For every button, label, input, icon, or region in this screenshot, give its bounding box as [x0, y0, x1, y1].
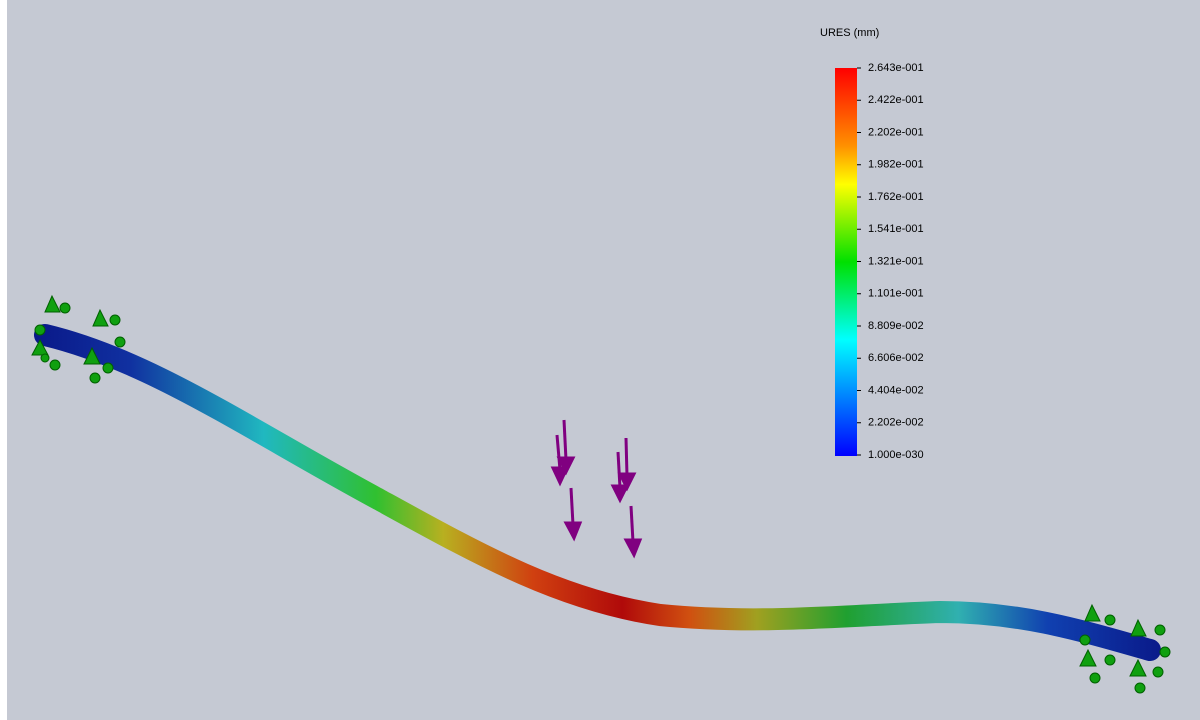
legend-label: 1.321e-001: [868, 255, 924, 267]
legend-label: 6.606e-002: [868, 352, 924, 364]
legend-title: URES (mm): [820, 27, 879, 39]
left-edge: [0, 0, 7, 720]
legend-label: 2.202e-001: [868, 126, 924, 138]
legend-label: 2.422e-001: [868, 94, 924, 106]
legend-label: 4.404e-002: [868, 384, 924, 396]
legend-label: 2.643e-001: [868, 62, 924, 74]
legend-label: 1.982e-001: [868, 159, 924, 171]
legend-label: 1.541e-001: [868, 223, 924, 235]
legend-label: 1.101e-001: [868, 288, 924, 300]
legend-label: 2.202e-002: [868, 417, 924, 429]
legend-bar: [835, 68, 857, 456]
legend-label: 8.809e-002: [868, 320, 924, 332]
legend-label: 1.000e-030: [868, 449, 924, 461]
viewport: URES (mm) 2.643e-001 2.422e-001 2.202e-001…: [0, 0, 1200, 720]
legend-label: 1.762e-001: [868, 191, 924, 203]
